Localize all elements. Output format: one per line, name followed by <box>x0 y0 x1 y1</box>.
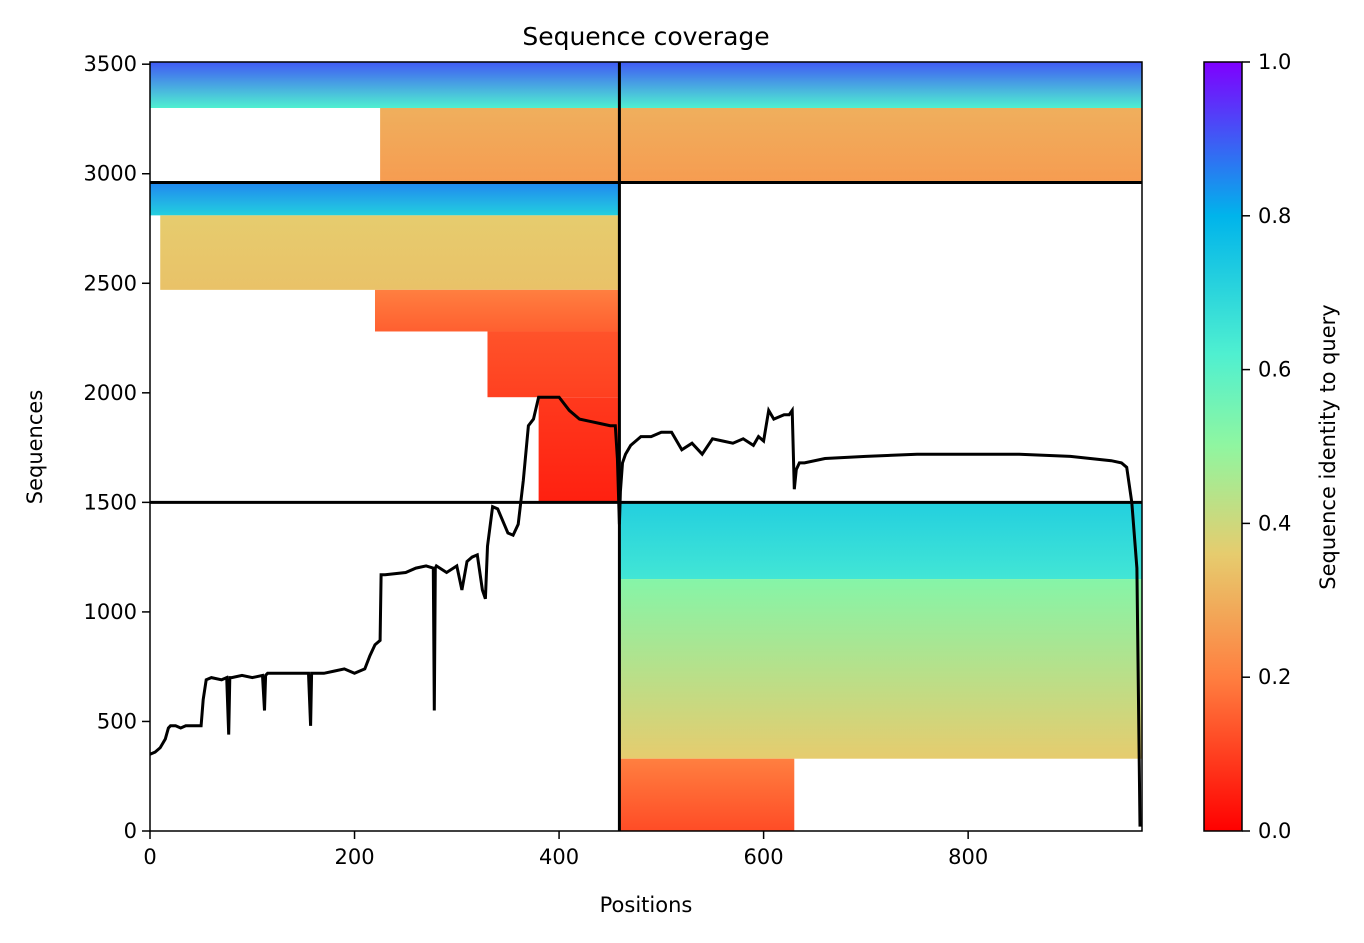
colorbar-tick-label: 0.2 <box>1258 665 1291 689</box>
x-tick-label: 200 <box>334 845 374 869</box>
colorbar <box>1203 61 1243 832</box>
coverage-block <box>538 397 620 503</box>
y-tick-label: 1500 <box>84 490 137 514</box>
coverage-block <box>160 215 620 290</box>
plot-frame <box>149 61 1143 832</box>
y-tick-label: 3500 <box>84 52 137 76</box>
coverage-line <box>150 395 1142 827</box>
coverage-block <box>619 108 1142 183</box>
coverage-blocks <box>150 62 1142 831</box>
coverage-block <box>619 502 1142 580</box>
colorbar-tick-label: 1.0 <box>1258 50 1291 74</box>
x-axis-ticks: 0 200 400 600 800 <box>143 831 988 869</box>
y-tick-label: 3000 <box>84 162 137 186</box>
y-axis-ticks: 0 500 1000 1500 2000 2500 3000 3500 <box>84 52 150 843</box>
coverage-block <box>619 579 1142 759</box>
coverage-block <box>619 62 1142 109</box>
y-tick-label: 1000 <box>84 600 137 624</box>
chart-title: Sequence coverage <box>522 22 769 51</box>
x-axis-label: Positions <box>600 893 693 917</box>
colorbar-tick-label: 0.6 <box>1258 358 1291 382</box>
coverage-block <box>150 62 620 109</box>
y-tick-label: 2500 <box>84 271 137 295</box>
colorbar-tick-label: 0.4 <box>1258 511 1291 535</box>
coverage-block <box>374 289 620 332</box>
y-tick-label: 0 <box>124 819 137 843</box>
y-axis-label: Sequences <box>23 390 47 505</box>
x-tick-label: 800 <box>948 845 988 869</box>
coverage-block <box>487 331 620 398</box>
coverage-block <box>150 182 620 216</box>
x-tick-label: 0 <box>143 845 156 869</box>
x-tick-label: 400 <box>539 845 579 869</box>
x-tick-label: 600 <box>744 845 784 869</box>
colorbar-ticks: 0.0 0.2 0.4 0.6 0.8 1.0 <box>1242 50 1291 843</box>
colorbar-tick-label: 0.8 <box>1258 204 1291 228</box>
y-tick-label: 500 <box>97 709 137 733</box>
colorbar-tick-label: 0.0 <box>1258 819 1291 843</box>
colorbar-label: Sequence identity to query <box>1316 304 1340 589</box>
chain-boundaries <box>150 62 1142 831</box>
coverage-block <box>380 108 620 183</box>
coverage-block <box>619 758 795 831</box>
y-tick-label: 2000 <box>84 381 137 405</box>
